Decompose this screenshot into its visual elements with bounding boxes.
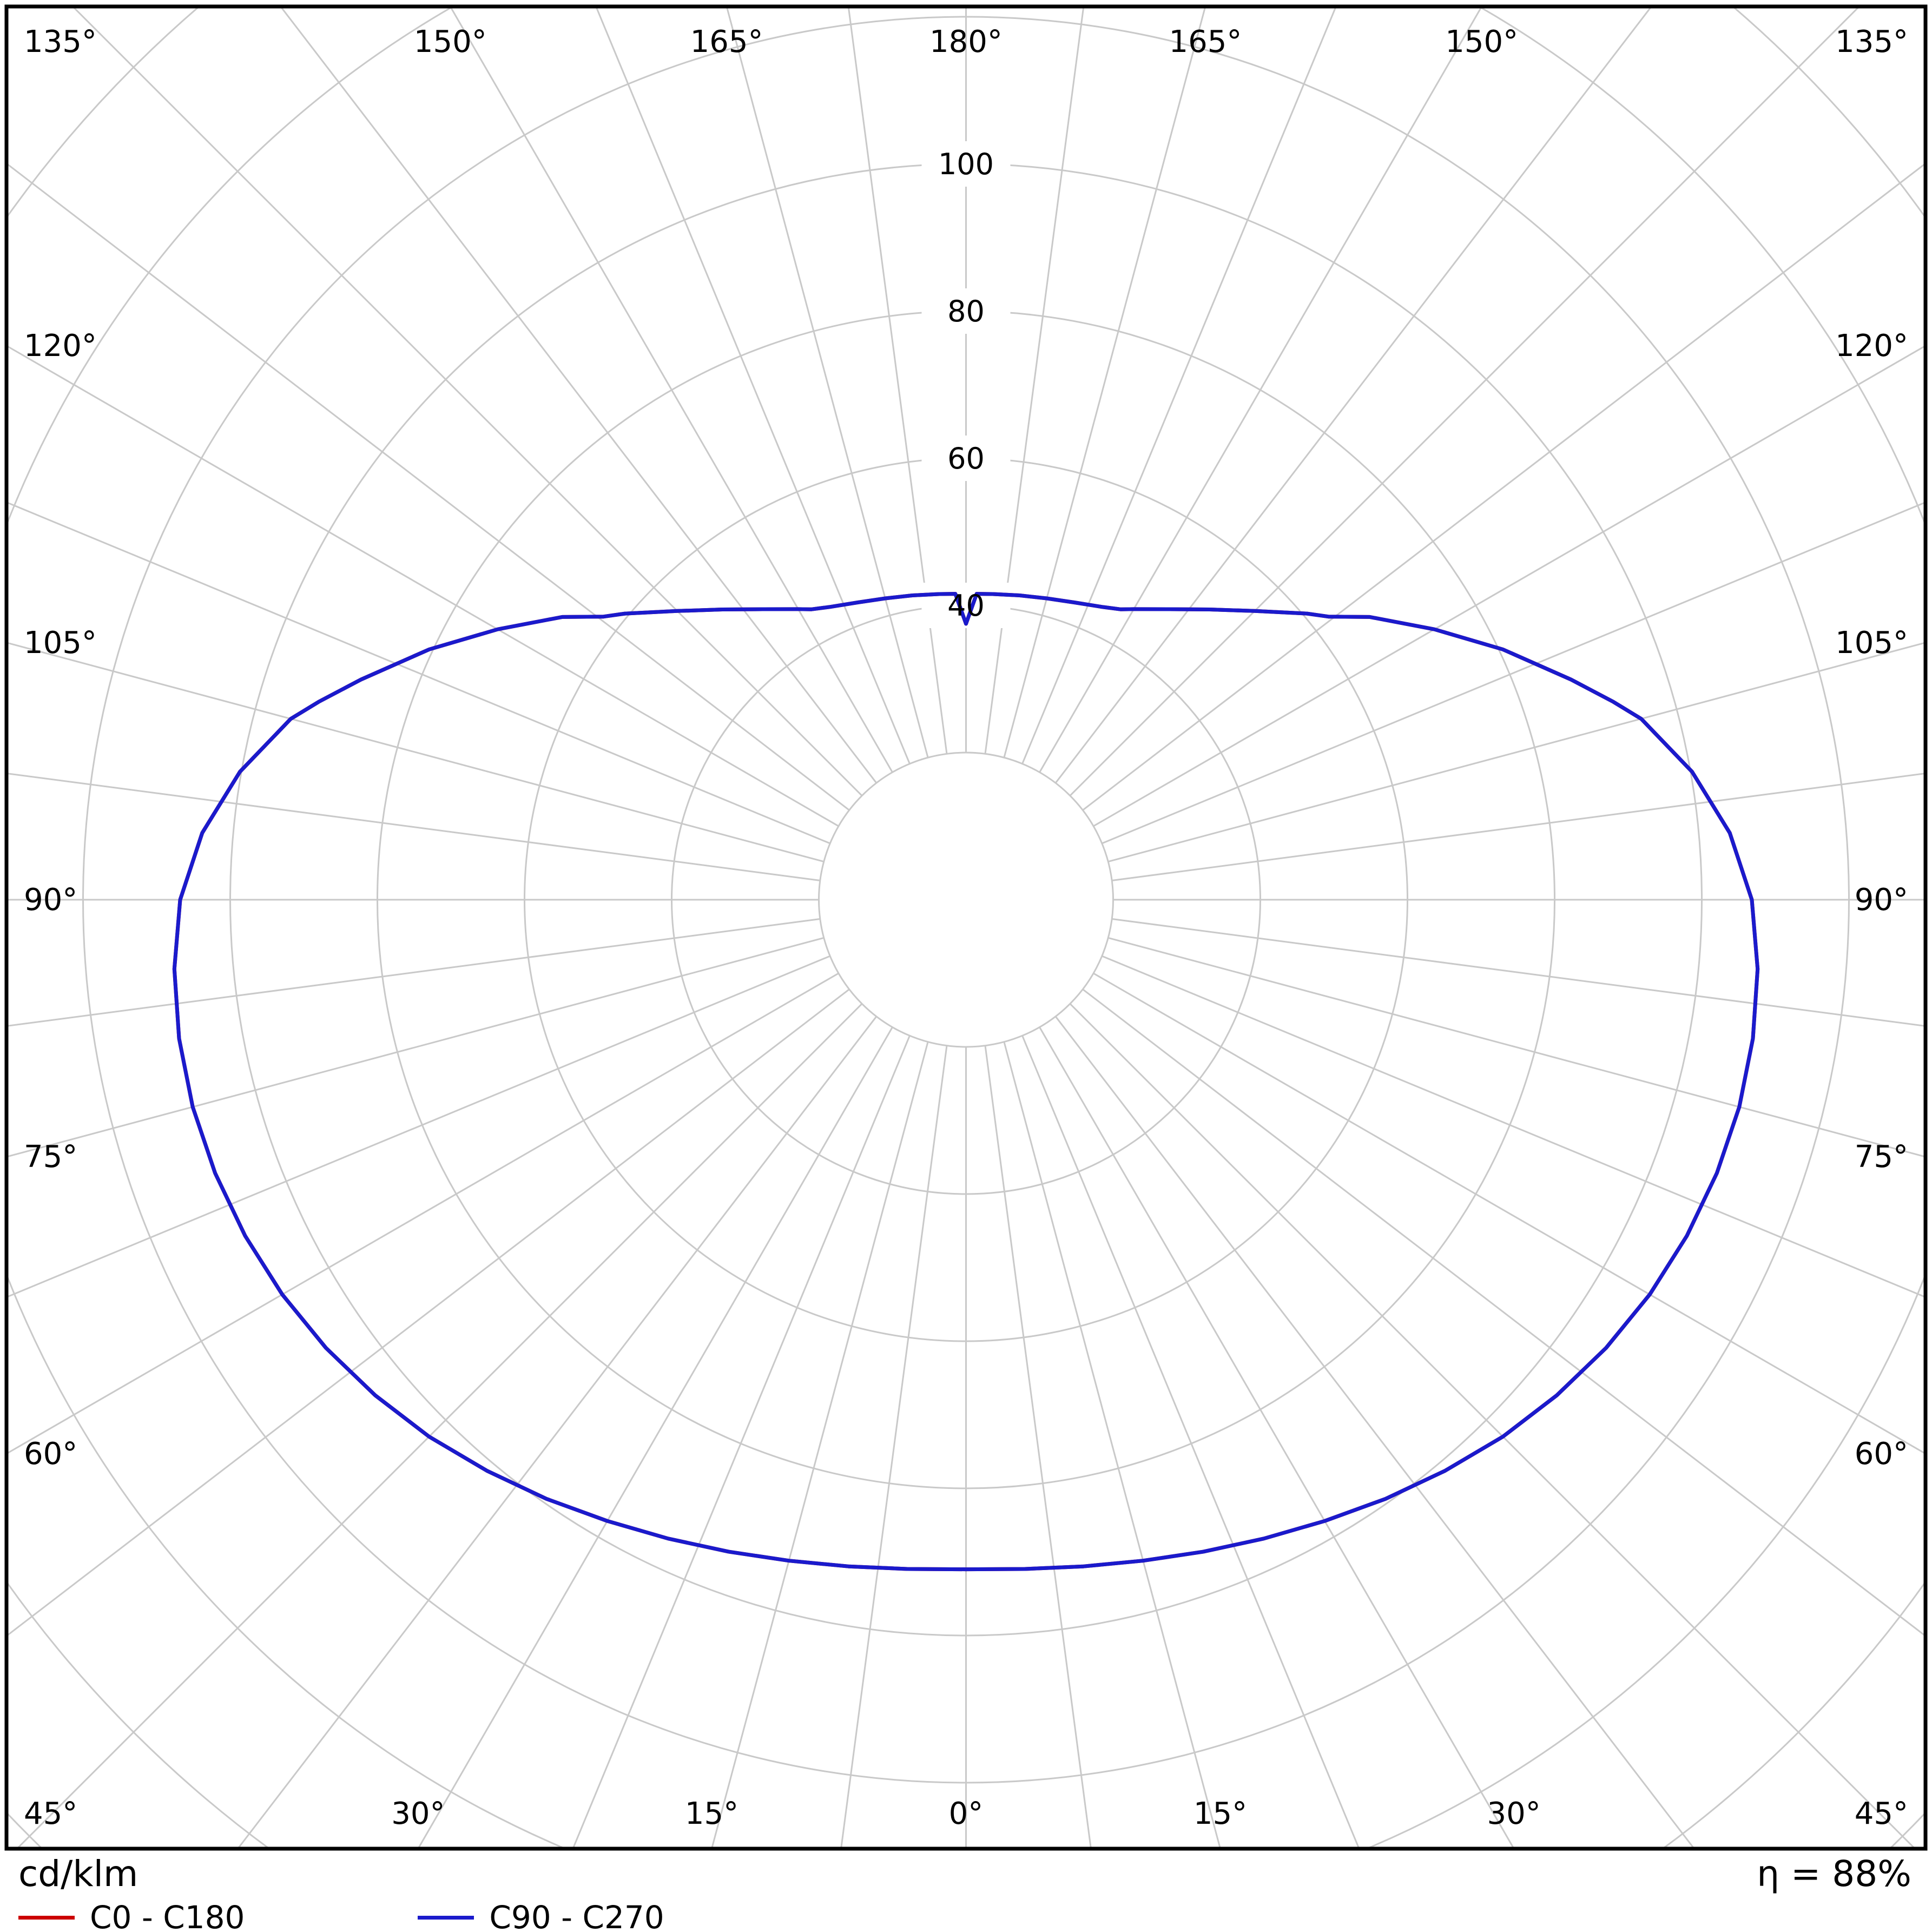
grid-radial-line [1107,642,1926,863]
grid-radial-line [6,642,825,863]
angle-label: 15° [1194,1796,1247,1831]
grid-radial-line [417,1026,893,1849]
grid-radial-line [71,6,863,796]
grid-circle [818,751,1114,1048]
grid-radial-line [1111,918,1926,1027]
grid-radial-line [1003,1041,1222,1849]
grid-radial-line [1093,972,1926,1455]
grid-radial-line [984,6,1085,754]
angle-label: 180° [929,24,1003,60]
grid-radial-line [1054,1016,1696,1849]
angle-label: 135° [24,24,97,60]
legend-line-c0-c180-icon [18,1915,75,1920]
grid-radial-line [595,6,911,764]
legend-label-c90-c270: C90 - C270 [489,1899,664,1932]
legend-item-c90-c270: C90 - C270 [418,1899,664,1932]
grid-radial-line [1102,955,1926,1298]
plot-border [4,4,1928,1851]
angle-label: 45° [24,1796,77,1831]
angle-label: 60° [1855,1436,1908,1472]
radius-tick-label-bg [921,141,1011,187]
grid-radial-line [1107,937,1926,1158]
grid-radial-line [840,1045,948,1849]
legend-item-c0-c180: C0 - C180 [18,1899,245,1932]
radius-tick-label: 40 [947,589,985,623]
angle-label: 15° [685,1796,738,1831]
legend-label-c0-c180: C0 - C180 [90,1899,245,1932]
angle-label: 75° [24,1139,77,1175]
grid-radial-line [16,1003,863,1849]
unit-label: cd/klm [18,1853,139,1895]
angle-label: 30° [391,1796,445,1831]
radius-tick-label: 100 [938,147,994,181]
grid-radial-line [710,1041,929,1849]
radius-tick-label-bg [921,436,1011,481]
radius-tick-label: 80 [947,294,985,328]
grid-radial-line [279,6,878,784]
angle-label: 120° [1835,328,1908,364]
angle-label: 165° [1169,24,1242,60]
legend-line-c90-c270-icon [418,1915,474,1920]
legend: C0 - C180 C90 - C270 [18,1899,664,1932]
grid-radial-line [1111,773,1926,881]
angle-label: 165° [690,24,763,60]
angle-label: 120° [24,328,97,364]
grid-radial-line [1039,1026,1515,1849]
footer: cd/klm η = 88% C0 - C180 C90 - C270 [0,1852,1932,1932]
angle-label: 60° [24,1436,77,1472]
grid-radial-line [984,1045,1092,1849]
grid-radial-line [6,501,830,845]
grid-radial-line [1069,6,1861,796]
radius-tick-label: 60 [947,441,985,476]
grid-radial-line [1021,1035,1360,1849]
grid-radial-line [1003,6,1206,758]
angle-label: 105° [24,625,97,661]
grid-radial-line [6,345,839,827]
grid-radial-line [1039,6,1483,773]
grid-radial-line [847,6,948,754]
angle-label: 45° [1855,1796,1908,1831]
angle-label: 135° [1835,24,1908,60]
grid-radial-line [726,6,929,758]
grid-radial-line [1069,1003,1916,1849]
grid-radial-line [236,1016,878,1849]
angle-label: 150° [414,24,487,60]
grid-radial-line [6,955,830,1298]
angle-label: 90° [1855,882,1908,918]
grid-radial-line [6,988,850,1637]
grid-radial-line [6,162,850,811]
series-curve-c90-c270 [172,592,1760,1572]
grid-radial-line [572,1035,911,1849]
grid-radial-line [6,918,821,1027]
grid-radial-line [1102,501,1926,845]
grid-radial-line [1021,6,1337,764]
polar-diagram: 40 60 80 100 0° 15° 15° 30° 30° 45° 45° 60° 60° 75° 75… [4,4,1928,1851]
grid-radial-line [449,6,893,773]
grid-radial-line [1093,345,1926,827]
grid-radial-line [1054,6,1653,784]
angle-label: 30° [1487,1796,1541,1831]
efficiency-label: η = 88% [1757,1853,1911,1895]
angle-label: 75° [1855,1139,1908,1175]
angle-label: 90° [24,882,77,918]
grid-radial-line [6,937,825,1158]
angle-label: 150° [1445,24,1518,60]
grid-radial-line [6,972,839,1455]
grid-radial-line [1082,988,1926,1637]
polar-grid: 40 60 80 100 [6,6,1926,1849]
angle-label: 105° [1835,625,1908,661]
angle-label: 0° [949,1796,984,1831]
grid-radial-line [6,773,821,881]
grid-radial-line [1082,162,1926,811]
radius-tick-label-bg [921,288,1011,334]
